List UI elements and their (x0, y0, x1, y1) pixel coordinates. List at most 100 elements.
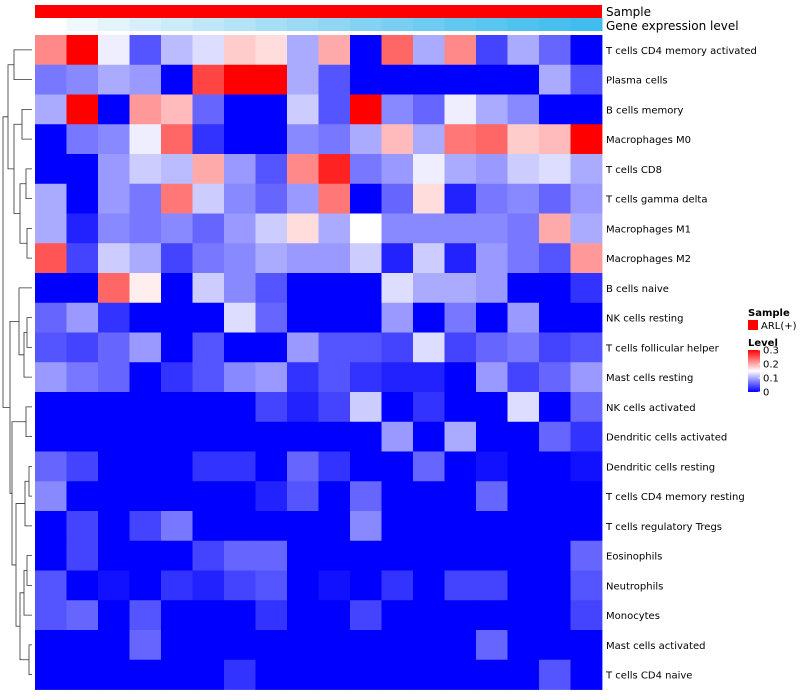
heatmap-cell (381, 213, 414, 244)
heatmap-cell (98, 392, 130, 423)
heatmap-cell (192, 154, 225, 185)
dendrogram-branch (11, 421, 26, 566)
heatmap-cell (192, 570, 225, 601)
heatmap-cell (66, 154, 99, 185)
dendrogram-branch (26, 317, 32, 348)
heatmap-cell (161, 183, 193, 214)
heatmap-cell (66, 451, 99, 482)
heatmap-cell (381, 64, 414, 95)
heatmap-cell (192, 35, 225, 66)
heatmap-cell (570, 570, 603, 601)
heatmap-cell (507, 154, 540, 185)
heatmap-cell (507, 570, 540, 601)
heatmap-cell (381, 332, 414, 363)
heatmap-cell (192, 659, 225, 690)
heatmap-cell (66, 64, 99, 95)
expression-annotation-cell (129, 18, 162, 31)
row-label: T cells CD8 (605, 165, 662, 176)
heatmap-cell (318, 124, 351, 155)
row-label: Neutrophils (606, 581, 663, 592)
heatmap-cell (507, 630, 540, 661)
heatmap-cell (35, 302, 67, 333)
heatmap-cell (255, 511, 288, 542)
heatmap-cell (287, 35, 319, 66)
heatmap-cell (129, 154, 162, 185)
heatmap-cell (255, 213, 288, 244)
heatmap-cell (129, 451, 162, 482)
heatmap-cell (444, 273, 477, 304)
heatmap-cell (381, 154, 414, 185)
heatmap-cell (570, 273, 603, 304)
heatmap-cell (287, 124, 319, 155)
heatmap-cell (381, 35, 414, 66)
heatmap-cell (224, 64, 256, 95)
heatmap-cell (35, 570, 67, 601)
heatmap-cell (570, 451, 603, 482)
heatmap-cell (35, 64, 67, 95)
heatmap-cell (129, 183, 162, 214)
heatmap-cell (413, 451, 445, 482)
heatmap-cell (444, 183, 477, 214)
heatmap-cell (255, 94, 288, 125)
heatmap-cell (129, 600, 162, 631)
heatmap-cell (287, 183, 319, 214)
heatmap-cell (507, 600, 540, 631)
heatmap-cell (507, 481, 540, 512)
heatmap-cell (570, 600, 603, 631)
heatmap-cell (129, 64, 162, 95)
heatmap-cell (413, 421, 445, 452)
heatmap-cell (255, 243, 288, 274)
heatmap-cell (287, 243, 319, 274)
heatmap-cell (318, 392, 351, 423)
heatmap-cell (539, 600, 571, 631)
heatmap-cell (350, 94, 382, 125)
heatmap-cell (539, 659, 571, 690)
heatmap-cell (129, 94, 162, 125)
heatmap-cell (381, 511, 414, 542)
heatmap-cell (350, 630, 382, 661)
row-label: T cells gamma delta (605, 195, 707, 206)
heatmap-cell (444, 570, 477, 601)
heatmap-cell (161, 35, 193, 66)
heatmap-cell (413, 243, 445, 274)
heatmap-cell (287, 451, 319, 482)
heatmap-cell (413, 94, 445, 125)
heatmap-cell (318, 302, 351, 333)
heatmap-cell (507, 392, 540, 423)
heatmap-cell (381, 392, 414, 423)
heatmap-cell (539, 451, 571, 482)
heatmap-cell (507, 243, 540, 274)
heatmap-cell (413, 35, 445, 66)
heatmap-cell (318, 481, 351, 512)
dendrogram-branch (2, 116, 10, 408)
heatmap-cell (570, 421, 603, 452)
heatmap-cell (444, 540, 477, 571)
row-label: Macrophages M0 (606, 135, 691, 146)
row-label: Macrophages M1 (606, 224, 691, 235)
heatmap-cell (539, 64, 571, 95)
heatmap-cell (318, 600, 351, 631)
heatmap-cell (66, 35, 99, 66)
row-label: NK cells activated (606, 403, 696, 414)
heatmap-cell (350, 451, 382, 482)
heatmap-cell (255, 332, 288, 363)
heatmap-cell (318, 332, 351, 363)
heatmap-cell (255, 451, 288, 482)
heatmap-cell (350, 570, 382, 601)
heatmap-cell (192, 481, 225, 512)
heatmap-cell (507, 64, 540, 95)
heatmap-cell (570, 213, 603, 244)
row-label: Monocytes (606, 611, 660, 622)
heatmap-cell (413, 570, 445, 601)
heatmap-cell (476, 213, 508, 244)
heatmap-cell (255, 570, 288, 601)
heatmap-cell (98, 570, 130, 601)
heatmap-cell (161, 94, 193, 125)
heatmap-cell (192, 451, 225, 482)
heatmap-cell (66, 273, 99, 304)
heatmap-cell (161, 511, 193, 542)
heatmap-cell (476, 540, 508, 571)
heatmap-cell (570, 243, 603, 274)
expression-annotation-cell (318, 18, 351, 31)
expression-track-label: Gene expression level (606, 19, 739, 33)
